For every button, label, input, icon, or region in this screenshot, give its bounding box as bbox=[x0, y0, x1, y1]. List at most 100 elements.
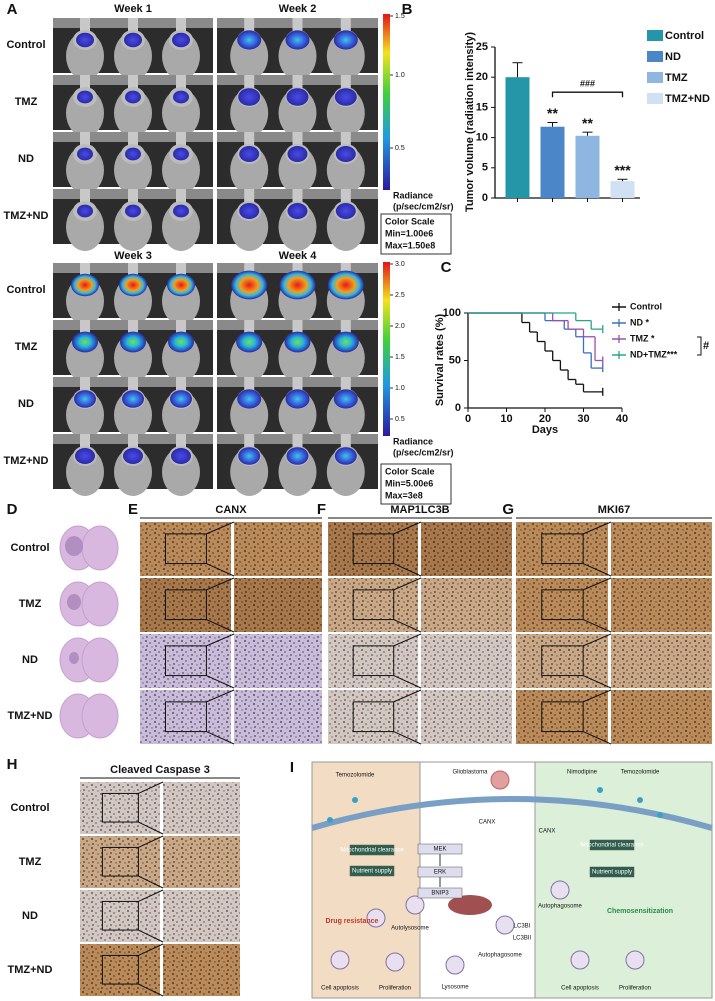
signal bbox=[77, 147, 93, 161]
zoom-line bbox=[582, 675, 612, 689]
label: ND bbox=[665, 51, 681, 63]
signal bbox=[77, 90, 93, 104]
bar bbox=[505, 77, 530, 198]
label: Cell apoptosis bbox=[561, 986, 599, 992]
holder-bar bbox=[244, 18, 255, 32]
label: 15 bbox=[476, 101, 488, 113]
signal bbox=[239, 146, 260, 162]
label: ** bbox=[547, 105, 558, 121]
holder-bar bbox=[292, 75, 303, 89]
label: Cleaved Caspase 3 bbox=[110, 764, 210, 776]
legend-swatch bbox=[647, 93, 663, 104]
zoom-line bbox=[138, 835, 164, 848]
label: Max=3e8 bbox=[385, 490, 423, 500]
holder-bar bbox=[176, 18, 186, 32]
signal bbox=[124, 32, 142, 48]
holder-bar bbox=[340, 189, 351, 203]
label: CANX bbox=[539, 829, 556, 835]
ihc-image bbox=[80, 782, 160, 834]
inset-box bbox=[101, 792, 139, 823]
label: 20 bbox=[539, 413, 551, 425]
label: 1.0 bbox=[395, 385, 405, 392]
holder-bar bbox=[176, 75, 186, 89]
holder-bar bbox=[80, 434, 90, 448]
inset-box bbox=[541, 701, 584, 733]
label: 100 bbox=[443, 307, 461, 319]
label: Radiance bbox=[393, 436, 433, 446]
signal bbox=[173, 204, 189, 218]
label: 2.5 bbox=[395, 292, 405, 299]
label: 10 bbox=[476, 132, 488, 144]
label: Proliferation bbox=[379, 986, 411, 992]
zoom-line bbox=[582, 633, 612, 647]
label: Survival rates (%) bbox=[434, 314, 446, 407]
label: TMZ+ND bbox=[4, 210, 49, 222]
label: ERK bbox=[434, 870, 446, 876]
legend-swatch bbox=[647, 72, 663, 83]
signal bbox=[335, 146, 356, 162]
signal bbox=[285, 30, 310, 50]
bar bbox=[575, 135, 600, 198]
zoom-line bbox=[582, 521, 612, 535]
label: 0 bbox=[465, 413, 471, 425]
zoom-line bbox=[393, 633, 422, 647]
holder-bar bbox=[292, 132, 303, 146]
bracket bbox=[551, 91, 624, 98]
zoom-line bbox=[582, 577, 612, 591]
zoom-line bbox=[393, 731, 422, 745]
signal bbox=[120, 331, 146, 353]
label: (p/sec/cm2/sr) bbox=[393, 201, 454, 211]
label: MEK bbox=[433, 847, 446, 853]
signal bbox=[334, 447, 357, 465]
ihc-zoom bbox=[611, 522, 712, 576]
label: C bbox=[441, 259, 452, 276]
vesicle bbox=[330, 950, 350, 970]
ihc-image bbox=[516, 690, 608, 744]
label: 1.0 bbox=[395, 72, 405, 79]
zoom-line bbox=[206, 633, 235, 647]
label: # bbox=[703, 340, 709, 352]
drug bbox=[597, 787, 603, 793]
holder-bar bbox=[340, 377, 351, 391]
vesicle bbox=[366, 908, 386, 928]
label: ND bbox=[18, 153, 34, 165]
label: Week 4 bbox=[279, 250, 318, 262]
signal bbox=[287, 146, 308, 162]
signal bbox=[238, 88, 261, 106]
mitochondrion bbox=[448, 895, 492, 915]
signal bbox=[168, 331, 194, 353]
zoom-line bbox=[582, 563, 612, 577]
ihc-image bbox=[328, 634, 418, 688]
holder-bar bbox=[176, 263, 186, 277]
holder-bar bbox=[80, 320, 90, 334]
signal bbox=[75, 448, 95, 464]
label: I bbox=[290, 759, 294, 776]
label: TMZ+ND bbox=[8, 964, 53, 976]
vesicle bbox=[570, 950, 590, 970]
inset-box bbox=[352, 589, 395, 621]
signal bbox=[327, 270, 364, 300]
label-box bbox=[417, 887, 463, 899]
label: A bbox=[7, 1, 18, 18]
zoom-line bbox=[138, 875, 164, 889]
holder-bar bbox=[340, 132, 351, 146]
color-bar bbox=[383, 14, 390, 190]
holder-bar bbox=[80, 263, 90, 277]
holder-bar bbox=[128, 75, 138, 89]
signal bbox=[285, 389, 310, 409]
panels: A Week 1 Week 2 Control TMZ ND TMZ+ND Week 3 Wee… bbox=[4, 1, 713, 999]
signal bbox=[74, 390, 96, 408]
label: Max=1.50e8 bbox=[385, 240, 435, 250]
ihc-zoom bbox=[611, 634, 712, 688]
label: 50 bbox=[449, 354, 461, 366]
zoom-line bbox=[206, 675, 235, 689]
holder-bar bbox=[244, 263, 255, 277]
label: Lysosome bbox=[441, 985, 469, 991]
ihc-zoom bbox=[163, 782, 240, 834]
label: ND bbox=[22, 654, 38, 666]
ihc-zoom bbox=[611, 578, 712, 632]
brain-section bbox=[81, 525, 119, 571]
label: Nutrient supply bbox=[352, 869, 392, 875]
label: Autolysosome bbox=[391, 926, 429, 932]
label: Days bbox=[532, 424, 558, 436]
